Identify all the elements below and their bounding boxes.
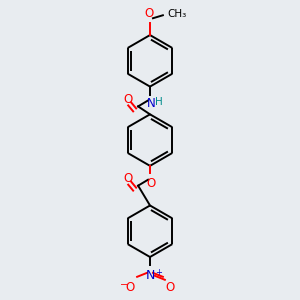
Text: O: O (165, 281, 174, 294)
Text: −: − (120, 280, 128, 290)
Text: CH₃: CH₃ (168, 9, 187, 19)
Text: N: N (147, 98, 155, 110)
Text: O: O (124, 93, 133, 106)
Text: H: H (155, 98, 163, 107)
Text: +: + (155, 268, 162, 277)
Text: O: O (124, 172, 133, 185)
Text: O: O (126, 281, 135, 294)
Text: N: N (145, 269, 155, 282)
Text: O: O (146, 177, 156, 190)
Text: O: O (144, 7, 154, 20)
